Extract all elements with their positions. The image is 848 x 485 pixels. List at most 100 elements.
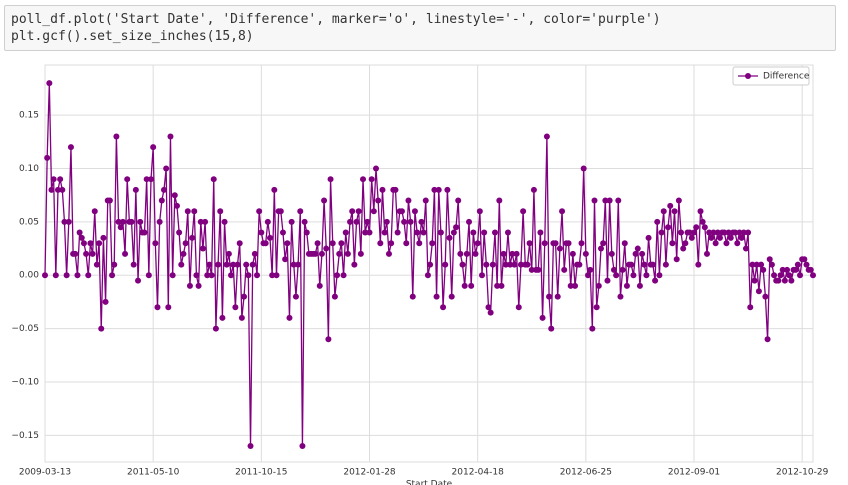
data-point: [156, 218, 163, 225]
data-point: [429, 240, 436, 247]
data-point: [128, 218, 135, 225]
data-point: [165, 304, 172, 311]
data-point: [712, 240, 719, 247]
data-point: [418, 218, 425, 225]
data-point: [697, 208, 704, 215]
data-point: [781, 277, 788, 284]
data-point: [569, 250, 576, 257]
data-point: [199, 245, 206, 252]
data-point: [678, 229, 685, 236]
data-point: [329, 240, 336, 247]
data-point: [427, 261, 434, 268]
data-point: [695, 261, 702, 268]
data-point: [431, 186, 438, 193]
data-point: [271, 186, 278, 193]
data-point: [591, 197, 598, 204]
data-point: [807, 266, 814, 273]
data-point: [372, 165, 379, 172]
data-point: [463, 250, 470, 257]
data-point: [124, 176, 131, 183]
data-point: [411, 208, 418, 215]
data-point: [424, 272, 431, 279]
data-point: [420, 229, 427, 236]
data-point: [708, 234, 715, 241]
data-point: [755, 288, 762, 295]
data-point: [299, 442, 306, 449]
data-point: [48, 186, 55, 193]
data-point: [262, 240, 269, 247]
data-point: [721, 229, 728, 236]
data-point: [249, 261, 256, 268]
data-point: [515, 304, 522, 311]
data-point: [572, 282, 579, 289]
code-cell[interactable]: poll_df.plot('Start Date', 'Difference',…: [4, 5, 836, 51]
data-point: [145, 272, 152, 279]
data-point: [132, 186, 139, 193]
data-point: [228, 272, 235, 279]
data-point: [691, 229, 698, 236]
data-point: [314, 240, 321, 247]
x-tick-label: 2009-03-13: [19, 468, 71, 478]
data-point: [230, 261, 237, 268]
data-point: [189, 234, 196, 241]
data-point: [617, 293, 624, 300]
data-point: [528, 266, 535, 273]
data-point: [682, 240, 689, 247]
y-tick-label: −0.10: [11, 377, 39, 387]
data-point: [401, 218, 408, 225]
data-point: [619, 266, 626, 273]
data-point: [407, 218, 414, 225]
data-point: [706, 229, 713, 236]
y-tick-label: 0.00: [19, 271, 39, 281]
data-point: [292, 293, 299, 300]
data-point: [576, 261, 583, 268]
data-point: [303, 229, 310, 236]
data-point: [610, 266, 617, 273]
data-point: [580, 165, 587, 172]
data-point: [716, 234, 723, 241]
data-point: [561, 266, 568, 273]
data-point: [643, 272, 650, 279]
data-point: [541, 240, 548, 247]
data-point: [703, 250, 710, 257]
data-point: [699, 218, 706, 225]
data-point: [641, 261, 648, 268]
data-point: [236, 240, 243, 247]
data-point: [312, 250, 319, 257]
data-point: [604, 277, 611, 284]
data-point: [608, 250, 615, 257]
data-point: [67, 144, 74, 151]
data-point: [753, 261, 760, 268]
data-point: [180, 250, 187, 257]
data-point: [658, 229, 665, 236]
data-point: [217, 208, 224, 215]
data-point: [46, 80, 53, 87]
data-point: [323, 245, 330, 252]
data-point: [130, 261, 137, 268]
data-point: [78, 234, 85, 241]
data-point: [74, 272, 81, 279]
data-point: [794, 261, 801, 268]
legend-box: [732, 66, 810, 86]
data-point: [206, 261, 213, 268]
data-point: [122, 250, 129, 257]
data-point: [385, 250, 392, 257]
data-point: [500, 250, 507, 257]
x-axis-label: Start Date: [406, 480, 453, 485]
data-point: [578, 240, 585, 247]
data-point: [340, 272, 347, 279]
data-point: [143, 176, 150, 183]
data-point: [675, 197, 682, 204]
data-point: [435, 186, 442, 193]
data-point: [628, 261, 635, 268]
data-point: [546, 293, 553, 300]
data-point: [234, 261, 241, 268]
data-point: [582, 250, 589, 257]
data-point: [498, 282, 505, 289]
data-point: [526, 240, 533, 247]
x-tick-label: 2012-01-28: [343, 468, 396, 478]
data-point: [444, 186, 451, 193]
data-point: [284, 240, 291, 247]
data-point: [457, 250, 464, 257]
data-point: [803, 261, 810, 268]
